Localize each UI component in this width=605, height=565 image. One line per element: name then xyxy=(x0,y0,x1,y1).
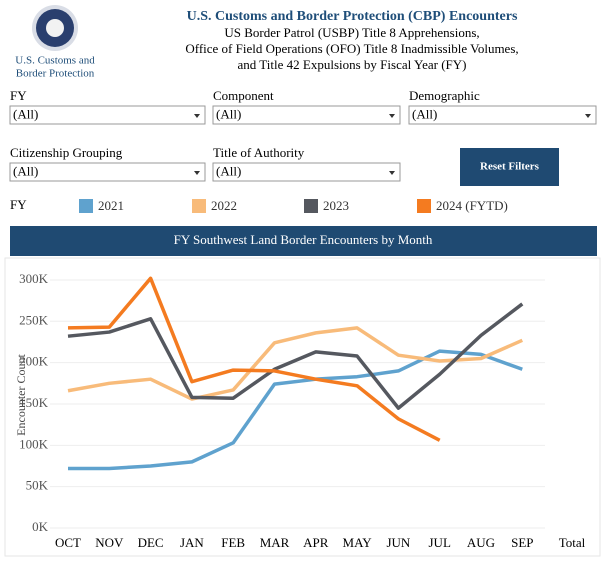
dropdown-arrow[interactable] xyxy=(194,114,200,118)
x-tick-label: NOV xyxy=(95,535,124,550)
logo-text: U.S. Customs and xyxy=(15,55,95,67)
dropdown-value[interactable]: (All) xyxy=(13,163,38,178)
chart-frame xyxy=(4,257,601,557)
series-line xyxy=(67,276,441,442)
filter-label: Title of Authority xyxy=(213,145,305,160)
dropdown[interactable] xyxy=(212,105,401,125)
x-tick-label: APR xyxy=(303,535,329,550)
filter-label: Citizenship Grouping xyxy=(10,145,123,160)
y-tick-label: 0K xyxy=(32,519,49,534)
button-label[interactable]: Reset Filters xyxy=(480,161,540,173)
x-tick-label: Total xyxy=(559,535,586,550)
x-tick-label: SEP xyxy=(511,535,533,550)
dropdown[interactable] xyxy=(9,162,206,182)
dropdown-value[interactable]: (All) xyxy=(13,106,38,121)
legend-label: 2023 xyxy=(323,198,349,213)
dropdown-arrow[interactable] xyxy=(389,171,395,175)
plot: 0K 50K 100K 150K 200K 250K 300K OCT NOV DEC JAN FEB… xyxy=(19,271,586,550)
legend-title: FY xyxy=(10,197,27,212)
filter-label: FY xyxy=(10,88,27,103)
filter-label: Demographic xyxy=(409,88,480,103)
subtitle: US Border Patrol (USBP) Title 8 Apprehen… xyxy=(224,25,479,40)
y-tick-label: 100K xyxy=(19,436,49,451)
subtitle: and Title 42 Expulsions by Fiscal Year (… xyxy=(238,57,467,72)
logo-text: Border Protection xyxy=(16,68,95,80)
dropdown-value[interactable]: (All) xyxy=(216,163,241,178)
dropdown[interactable] xyxy=(408,105,597,125)
filter-label: Component xyxy=(213,88,274,103)
legend-label: 2022 xyxy=(211,198,237,213)
dropdown[interactable] xyxy=(212,162,401,182)
logo: U.S. Customs and Border Protection xyxy=(15,5,95,80)
x-tick-label: JAN xyxy=(180,535,204,550)
y-tick-label: 300K xyxy=(19,271,49,286)
legend-swatch xyxy=(192,199,206,213)
reset-button[interactable]: Reset Filters xyxy=(460,148,559,186)
dropdown-value[interactable]: (All) xyxy=(412,106,437,121)
legend-label: 2021 xyxy=(98,198,124,213)
x-tick-label: MAY xyxy=(343,535,373,550)
dropdown[interactable] xyxy=(9,105,206,125)
title: U.S. Customs and Border Protection (CBP)… xyxy=(187,9,518,24)
x-tick-label: DEC xyxy=(138,535,164,550)
x-tick-label: JUN xyxy=(386,535,410,550)
chart-title: FY Southwest Land Border Encounters by M… xyxy=(174,232,433,247)
chart-banner xyxy=(10,226,597,256)
legend-swatch xyxy=(79,199,93,213)
y-tick-label: 150K xyxy=(19,395,49,410)
x-tick-label: JUL xyxy=(429,535,451,550)
y-tick-label: 50K xyxy=(26,478,49,493)
filters: FY (All) Component (All) Demographic (All) Cit… xyxy=(9,88,597,182)
dropdown-value[interactable]: (All) xyxy=(216,106,241,121)
seal-center xyxy=(46,19,64,37)
x-tick-label: AUG xyxy=(467,535,495,550)
y-tick-label: 250K xyxy=(19,312,49,327)
y-tick-label: 200K xyxy=(19,354,49,369)
y-axis-label: Encounter Count xyxy=(14,354,28,436)
dropdown-arrow[interactable] xyxy=(194,171,200,175)
subtitle: Office of Field Operations (OFO) Title 8… xyxy=(185,41,518,56)
series-line xyxy=(67,302,524,410)
legend-swatch xyxy=(304,199,318,213)
legend-swatch xyxy=(417,199,431,213)
dropdown-arrow[interactable] xyxy=(389,114,395,118)
button-bg[interactable] xyxy=(460,148,559,186)
series-line xyxy=(67,326,524,401)
dropdown-arrow[interactable] xyxy=(585,114,591,118)
x-tick-label: MAR xyxy=(260,535,290,550)
x-tick-label: OCT xyxy=(55,535,81,550)
legend-label: 2024 (FYTD) xyxy=(436,198,508,213)
x-tick-label: FEB xyxy=(221,535,245,550)
series-line xyxy=(68,349,523,471)
legend: 2021 2022 2023 2024 (FYTD) xyxy=(79,198,508,213)
